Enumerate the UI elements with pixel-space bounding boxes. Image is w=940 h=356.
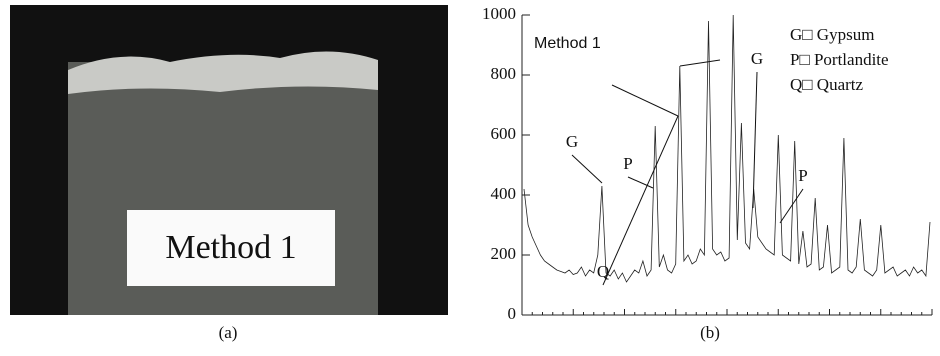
photo: Method 1 (a) xyxy=(10,5,448,342)
annotation-arrow xyxy=(611,84,679,117)
y-tick-label: 800 xyxy=(491,64,517,83)
spectrum-line xyxy=(523,14,931,283)
annotation: P xyxy=(623,154,632,173)
y-tick-label: 0 xyxy=(508,304,517,323)
chart-title: Method 1 xyxy=(534,35,601,52)
y-tick-label: 600 xyxy=(491,124,517,143)
y-tick-label: 1000 xyxy=(482,4,516,23)
specimen-top xyxy=(68,51,378,94)
panel-caption: (b) xyxy=(700,323,720,342)
annotation-arrow xyxy=(602,115,679,286)
caption: (a) xyxy=(219,323,238,342)
legend-entry: G□ Gypsum xyxy=(790,25,874,44)
y-tick-label: 200 xyxy=(491,244,517,263)
legend-entry: P□ Portlandite xyxy=(790,50,889,69)
annotation: G xyxy=(751,49,763,68)
photo-label-box xyxy=(127,210,335,286)
annotation-arrow xyxy=(752,71,758,209)
annotation-arrow xyxy=(627,176,654,189)
annotation-arrow xyxy=(571,154,603,184)
annotation-arrow xyxy=(779,188,804,224)
annotation: Q xyxy=(597,262,609,281)
annotation-arrow xyxy=(679,59,721,67)
annotation: P xyxy=(798,166,807,185)
photo-label: Method 1 xyxy=(165,229,296,266)
y-tick-label: 400 xyxy=(491,184,517,203)
annotation: G xyxy=(566,132,578,151)
legend-entry: Q□ Quartz xyxy=(790,75,864,94)
